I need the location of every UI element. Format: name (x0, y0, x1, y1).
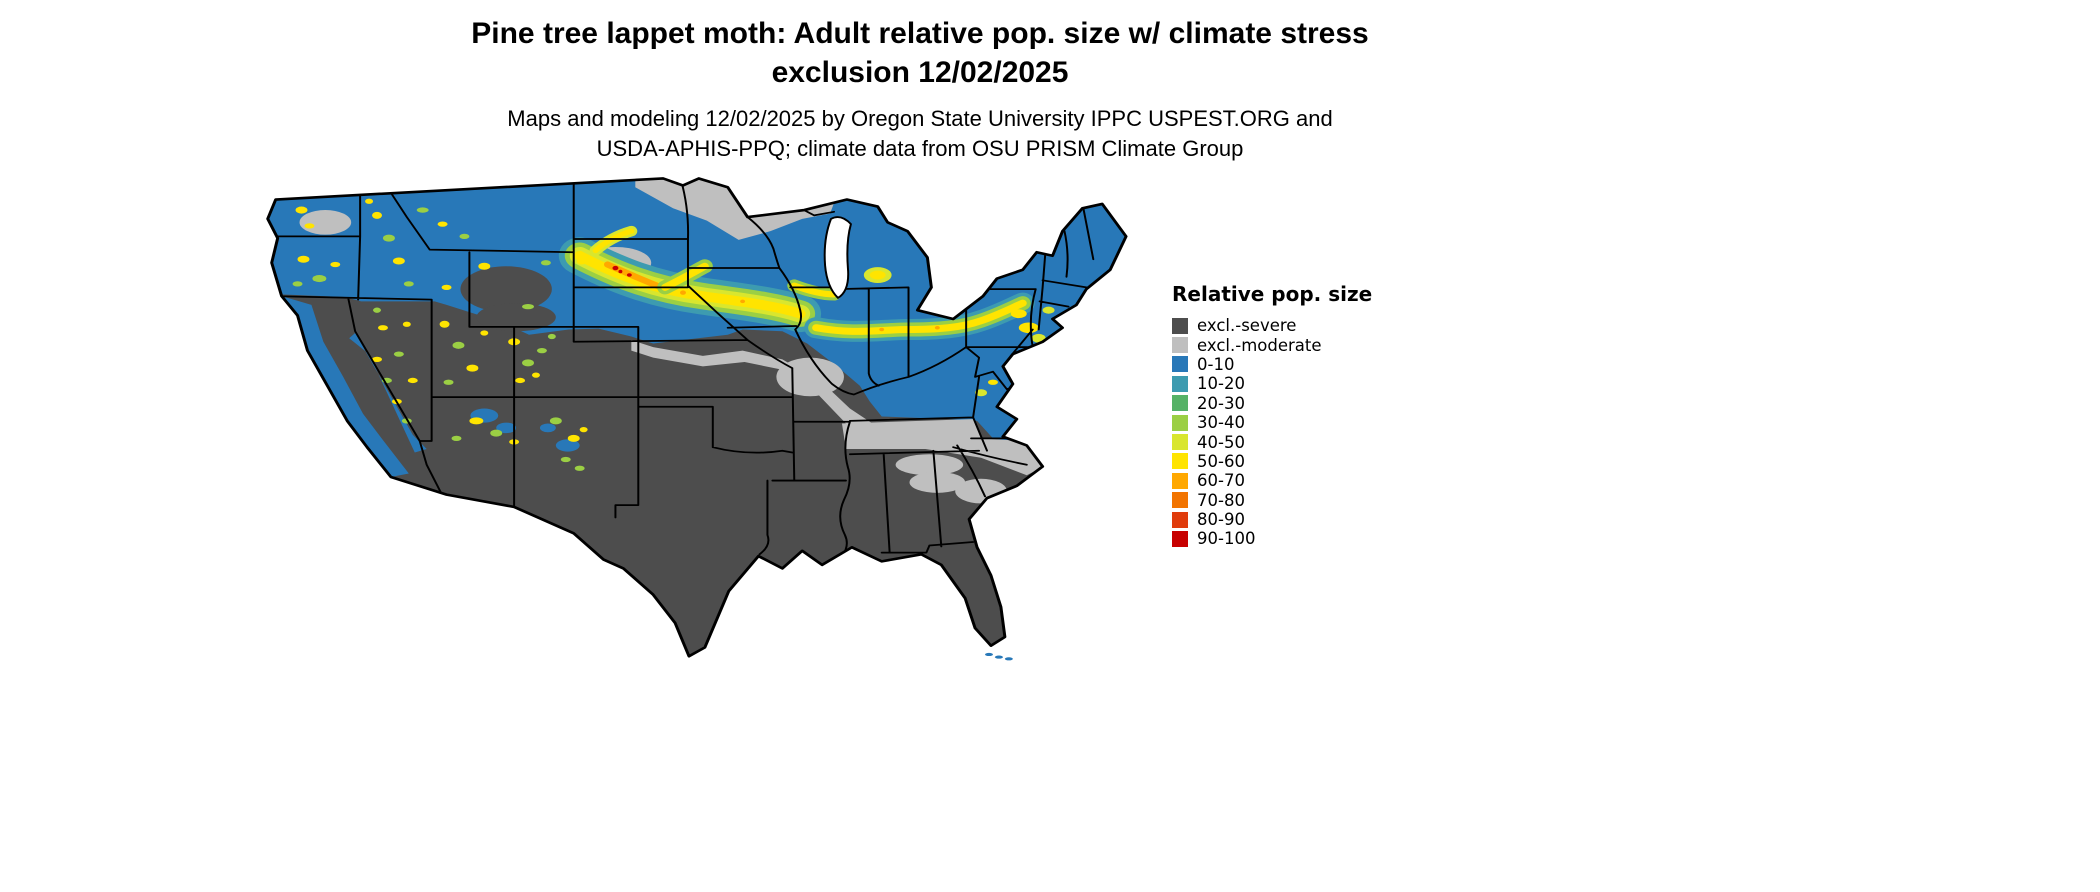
legend-item: 60-70 (1172, 471, 1412, 490)
state-borders (268, 179, 1095, 557)
legend-item-label: 60-70 (1197, 471, 1245, 491)
legend-color-swatch (1172, 317, 1188, 334)
page-subtitle: Maps and modeling 12/02/2025 by Oregon S… (300, 104, 1540, 163)
legend-item-label: 10-20 (1197, 374, 1245, 394)
legend-color-swatch (1172, 375, 1188, 392)
midwest-hotspot-streak (787, 279, 1035, 342)
florida-keys (985, 652, 1013, 661)
legend-item-label: excl.-moderate (1197, 335, 1322, 355)
legend: Relative pop. size excl.-severe excl.-mo… (1172, 282, 1412, 549)
legend-item-label: 70-80 (1197, 490, 1245, 510)
legend-item-label: excl.-severe (1197, 316, 1297, 336)
legend-color-swatch (1172, 337, 1188, 354)
western-speckles-green (292, 207, 585, 471)
legend-item: 30-40 (1172, 413, 1412, 432)
legend-color-swatch (1172, 530, 1188, 547)
legend-color-swatch (1172, 434, 1188, 451)
legend-item-label: 40-50 (1197, 432, 1245, 452)
us-map-svg (266, 177, 1128, 661)
page-title: Pine tree lappet moth: Adult relative po… (300, 14, 1540, 92)
legend-color-swatch (1172, 356, 1188, 373)
lake-michigan (823, 216, 852, 300)
header: Pine tree lappet moth: Adult relative po… (300, 14, 1540, 163)
legend-item: 90-100 (1172, 529, 1412, 548)
legend-item-label: 0-10 (1197, 354, 1235, 374)
legend-item-label: 80-90 (1197, 510, 1245, 530)
legend-item: excl.-severe (1172, 316, 1412, 335)
legend-color-swatch (1172, 395, 1188, 412)
legend-item: 10-20 (1172, 374, 1412, 393)
western-speckles-yellow (295, 198, 588, 445)
us-map (226, 160, 1140, 665)
legend-color-swatch (1172, 414, 1188, 431)
subtitle-line-2: USDA-APHIS-PPQ; climate data from OSU PR… (596, 135, 1244, 161)
legend-item: 50-60 (1172, 452, 1412, 471)
red-hotspots (612, 265, 632, 277)
legend-item: 20-30 (1172, 394, 1412, 413)
legend-color-swatch (1172, 472, 1188, 489)
title-line-1: Pine tree lappet moth: Adult relative po… (471, 17, 1369, 50)
legend-item-label: 20-30 (1197, 393, 1245, 413)
legend-item-label: 30-40 (1197, 413, 1245, 433)
legend-title: Relative pop. size (1172, 282, 1373, 306)
legend-color-swatch (1172, 453, 1188, 470)
legend-item: 0-10 (1172, 355, 1412, 374)
legend-item-label: 90-100 (1197, 529, 1256, 549)
legend-item-label: 50-60 (1197, 451, 1245, 471)
legend-item: excl.-moderate (1172, 335, 1412, 355)
subtitle-line-1: Maps and modeling 12/02/2025 by Oregon S… (507, 106, 1333, 131)
orange-hotspots (680, 290, 940, 332)
legend-items: excl.-severe excl.-moderate 0-10 10-20 2… (1172, 316, 1412, 549)
legend-item: 80-90 (1172, 510, 1412, 529)
us-outline (266, 177, 1128, 658)
legend-item: 70-80 (1172, 491, 1412, 510)
title-line-2: exclusion 12/02/2025 (771, 56, 1069, 89)
legend-item: 40-50 (1172, 432, 1412, 452)
legend-color-swatch (1172, 492, 1188, 509)
legend-color-swatch (1172, 511, 1188, 528)
population-raster (267, 178, 1127, 657)
